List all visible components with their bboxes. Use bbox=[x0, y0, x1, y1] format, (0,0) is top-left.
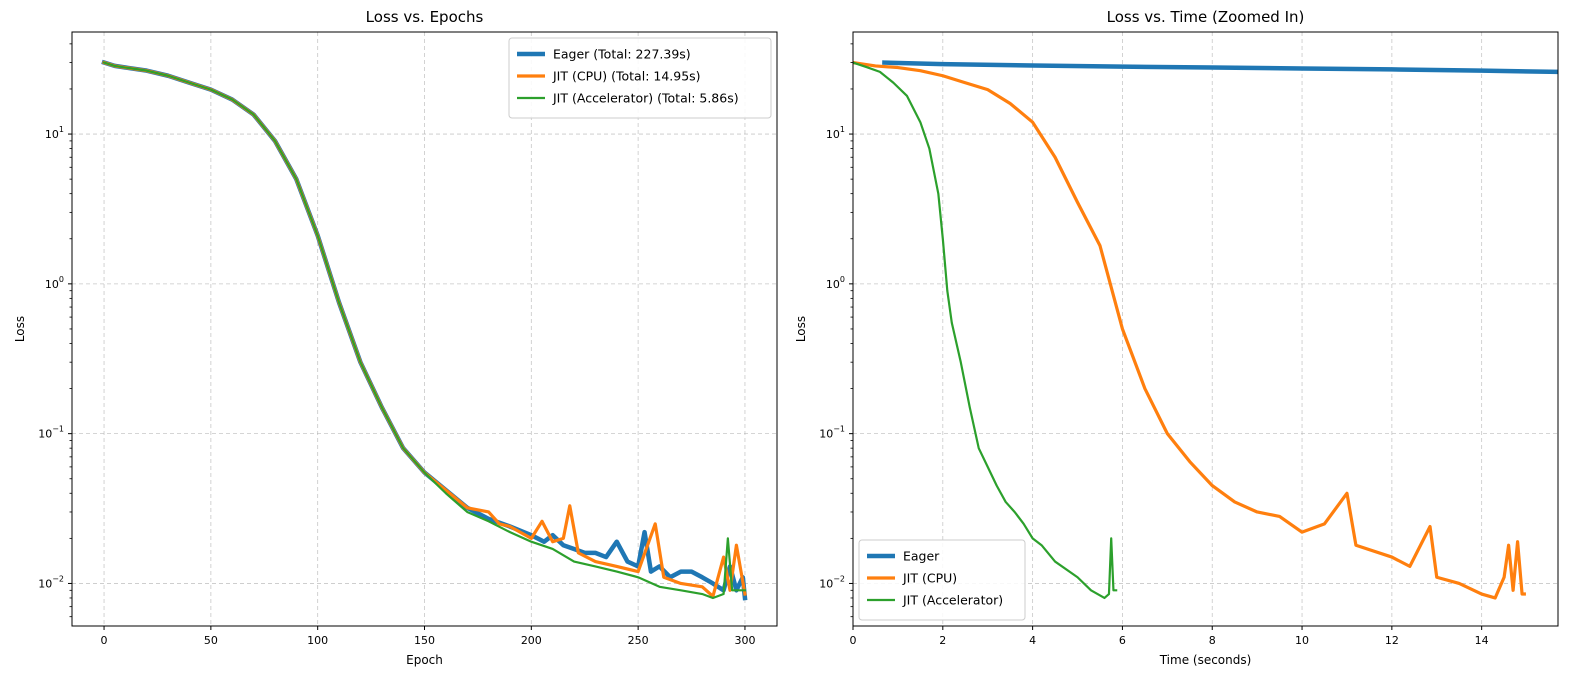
y-tick-base: 10 bbox=[38, 577, 52, 590]
x-axis-label: Epoch bbox=[406, 653, 443, 667]
y-tick-exponent: −2 bbox=[833, 574, 845, 583]
chart-title: Loss vs. Epochs bbox=[366, 8, 484, 26]
y-tick-base: 10 bbox=[819, 577, 833, 590]
y-tick-label: 100 bbox=[45, 275, 64, 291]
x-tick-label: 200 bbox=[521, 634, 542, 647]
y-tick-base: 10 bbox=[826, 278, 840, 291]
y-tick-exponent: −1 bbox=[52, 425, 64, 434]
legend-frame bbox=[508, 37, 772, 119]
legend-label: JIT (CPU) (Total: 14.95s) bbox=[552, 69, 701, 84]
legend-label: JIT (Accelerator) bbox=[902, 593, 1003, 608]
series-line-1 bbox=[853, 60, 1526, 600]
x-tick-label: 14 bbox=[1475, 634, 1489, 647]
y-tick-exponent: 0 bbox=[840, 275, 845, 284]
x-axis-label: Time (seconds) bbox=[1159, 653, 1252, 667]
y-tick-exponent: 1 bbox=[840, 125, 845, 134]
x-tick-label: 150 bbox=[414, 634, 435, 647]
y-tick-base: 10 bbox=[38, 428, 52, 441]
x-tick-label: 50 bbox=[204, 634, 218, 647]
y-tick-label: 10−1 bbox=[38, 425, 64, 441]
series-line-2 bbox=[102, 61, 747, 600]
x-tick-label: 2 bbox=[939, 634, 946, 647]
x-tick-label: 250 bbox=[628, 634, 649, 647]
x-tick-label: 4 bbox=[1029, 634, 1036, 647]
y-tick-label: 100 bbox=[826, 275, 845, 291]
series-line-0 bbox=[882, 60, 1558, 75]
x-tick-label: 0 bbox=[850, 634, 857, 647]
y-tick-label: 10−2 bbox=[819, 574, 845, 590]
y-tick-exponent: −1 bbox=[833, 425, 845, 434]
plot-frame bbox=[71, 31, 778, 627]
y-tick-label: 101 bbox=[45, 125, 64, 141]
x-tick-label: 12 bbox=[1385, 634, 1399, 647]
legend-label: Eager bbox=[903, 549, 940, 564]
legend-label: JIT (CPU) bbox=[902, 571, 957, 586]
legend-label: JIT (Accelerator) (Total: 5.86s) bbox=[552, 91, 739, 106]
y-tick-exponent: 1 bbox=[59, 125, 64, 134]
y-tick-exponent: −2 bbox=[52, 574, 64, 583]
series-line-2 bbox=[853, 61, 1118, 600]
y-tick-base: 10 bbox=[45, 278, 59, 291]
x-tick-label: 0 bbox=[101, 634, 108, 647]
plot-frame bbox=[852, 31, 1559, 627]
y-tick-base: 10 bbox=[819, 428, 833, 441]
y-tick-label: 10−1 bbox=[819, 425, 845, 441]
y-tick-base: 10 bbox=[826, 128, 840, 141]
y-tick-exponent: 0 bbox=[59, 275, 64, 284]
x-tick-label: 8 bbox=[1209, 634, 1216, 647]
y-axis-label: Loss bbox=[13, 316, 27, 342]
legend: Eager JIT (CPU) JIT (Accelerator) bbox=[858, 539, 1026, 621]
y-axis-label: Loss bbox=[794, 316, 808, 342]
legend-label: Eager (Total: 227.39s) bbox=[553, 47, 691, 62]
x-tick-label: 6 bbox=[1119, 634, 1126, 647]
y-tick-label: 10−2 bbox=[38, 574, 64, 590]
y-tick-label: 101 bbox=[826, 125, 845, 141]
x-tick-label: 300 bbox=[734, 634, 755, 647]
x-tick-label: 10 bbox=[1295, 634, 1309, 647]
chart-title: Loss vs. Time (Zoomed In) bbox=[1107, 8, 1305, 26]
y-tick-base: 10 bbox=[45, 128, 59, 141]
x-tick-label: 100 bbox=[307, 634, 328, 647]
legend: Eager (Total: 227.39s) JIT (CPU) (Total: … bbox=[508, 37, 772, 119]
legend-frame bbox=[858, 539, 1026, 621]
